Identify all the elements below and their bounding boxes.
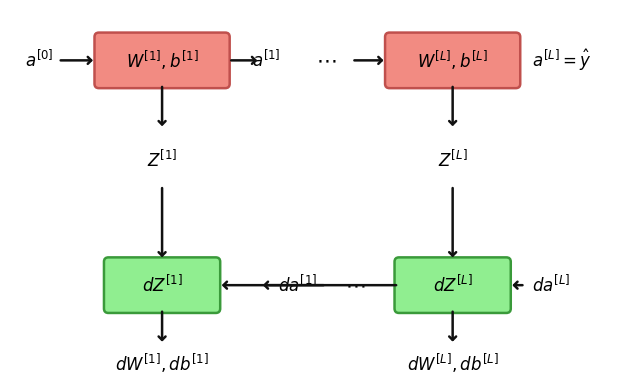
FancyBboxPatch shape <box>394 257 511 313</box>
FancyBboxPatch shape <box>104 257 220 313</box>
Text: $dZ^{[L]}$: $dZ^{[L]}$ <box>433 275 472 296</box>
Text: $\cdots$: $\cdots$ <box>316 51 337 70</box>
Text: $Z^{[L]}$: $Z^{[L]}$ <box>438 150 467 171</box>
Text: $dW^{[L]},db^{[L]}$: $dW^{[L]},db^{[L]}$ <box>406 352 499 375</box>
Text: $dZ^{[1]}$: $dZ^{[1]}$ <box>141 275 182 296</box>
Text: $da^{[1]}$: $da^{[1]}$ <box>278 275 317 296</box>
FancyBboxPatch shape <box>385 33 520 88</box>
FancyBboxPatch shape <box>95 33 230 88</box>
Text: $W^{[L]},b^{[L]}$: $W^{[L]},b^{[L]}$ <box>417 49 488 72</box>
Text: $\cdots$: $\cdots$ <box>344 275 365 295</box>
Text: $Z^{[1]}$: $Z^{[1]}$ <box>147 150 177 171</box>
Text: $a^{[0]}$: $a^{[0]}$ <box>24 50 53 71</box>
Text: $a^{[L]} = \hat{y}$: $a^{[L]} = \hat{y}$ <box>532 48 591 73</box>
Text: $W^{[1]},b^{[1]}$: $W^{[1]},b^{[1]}$ <box>125 49 198 72</box>
Text: $a^{[1]}$: $a^{[1]}$ <box>252 50 280 71</box>
Text: $dW^{[1]},db^{[1]}$: $dW^{[1]},db^{[1]}$ <box>115 352 209 375</box>
Text: $da^{[L]}$: $da^{[L]}$ <box>532 275 570 296</box>
